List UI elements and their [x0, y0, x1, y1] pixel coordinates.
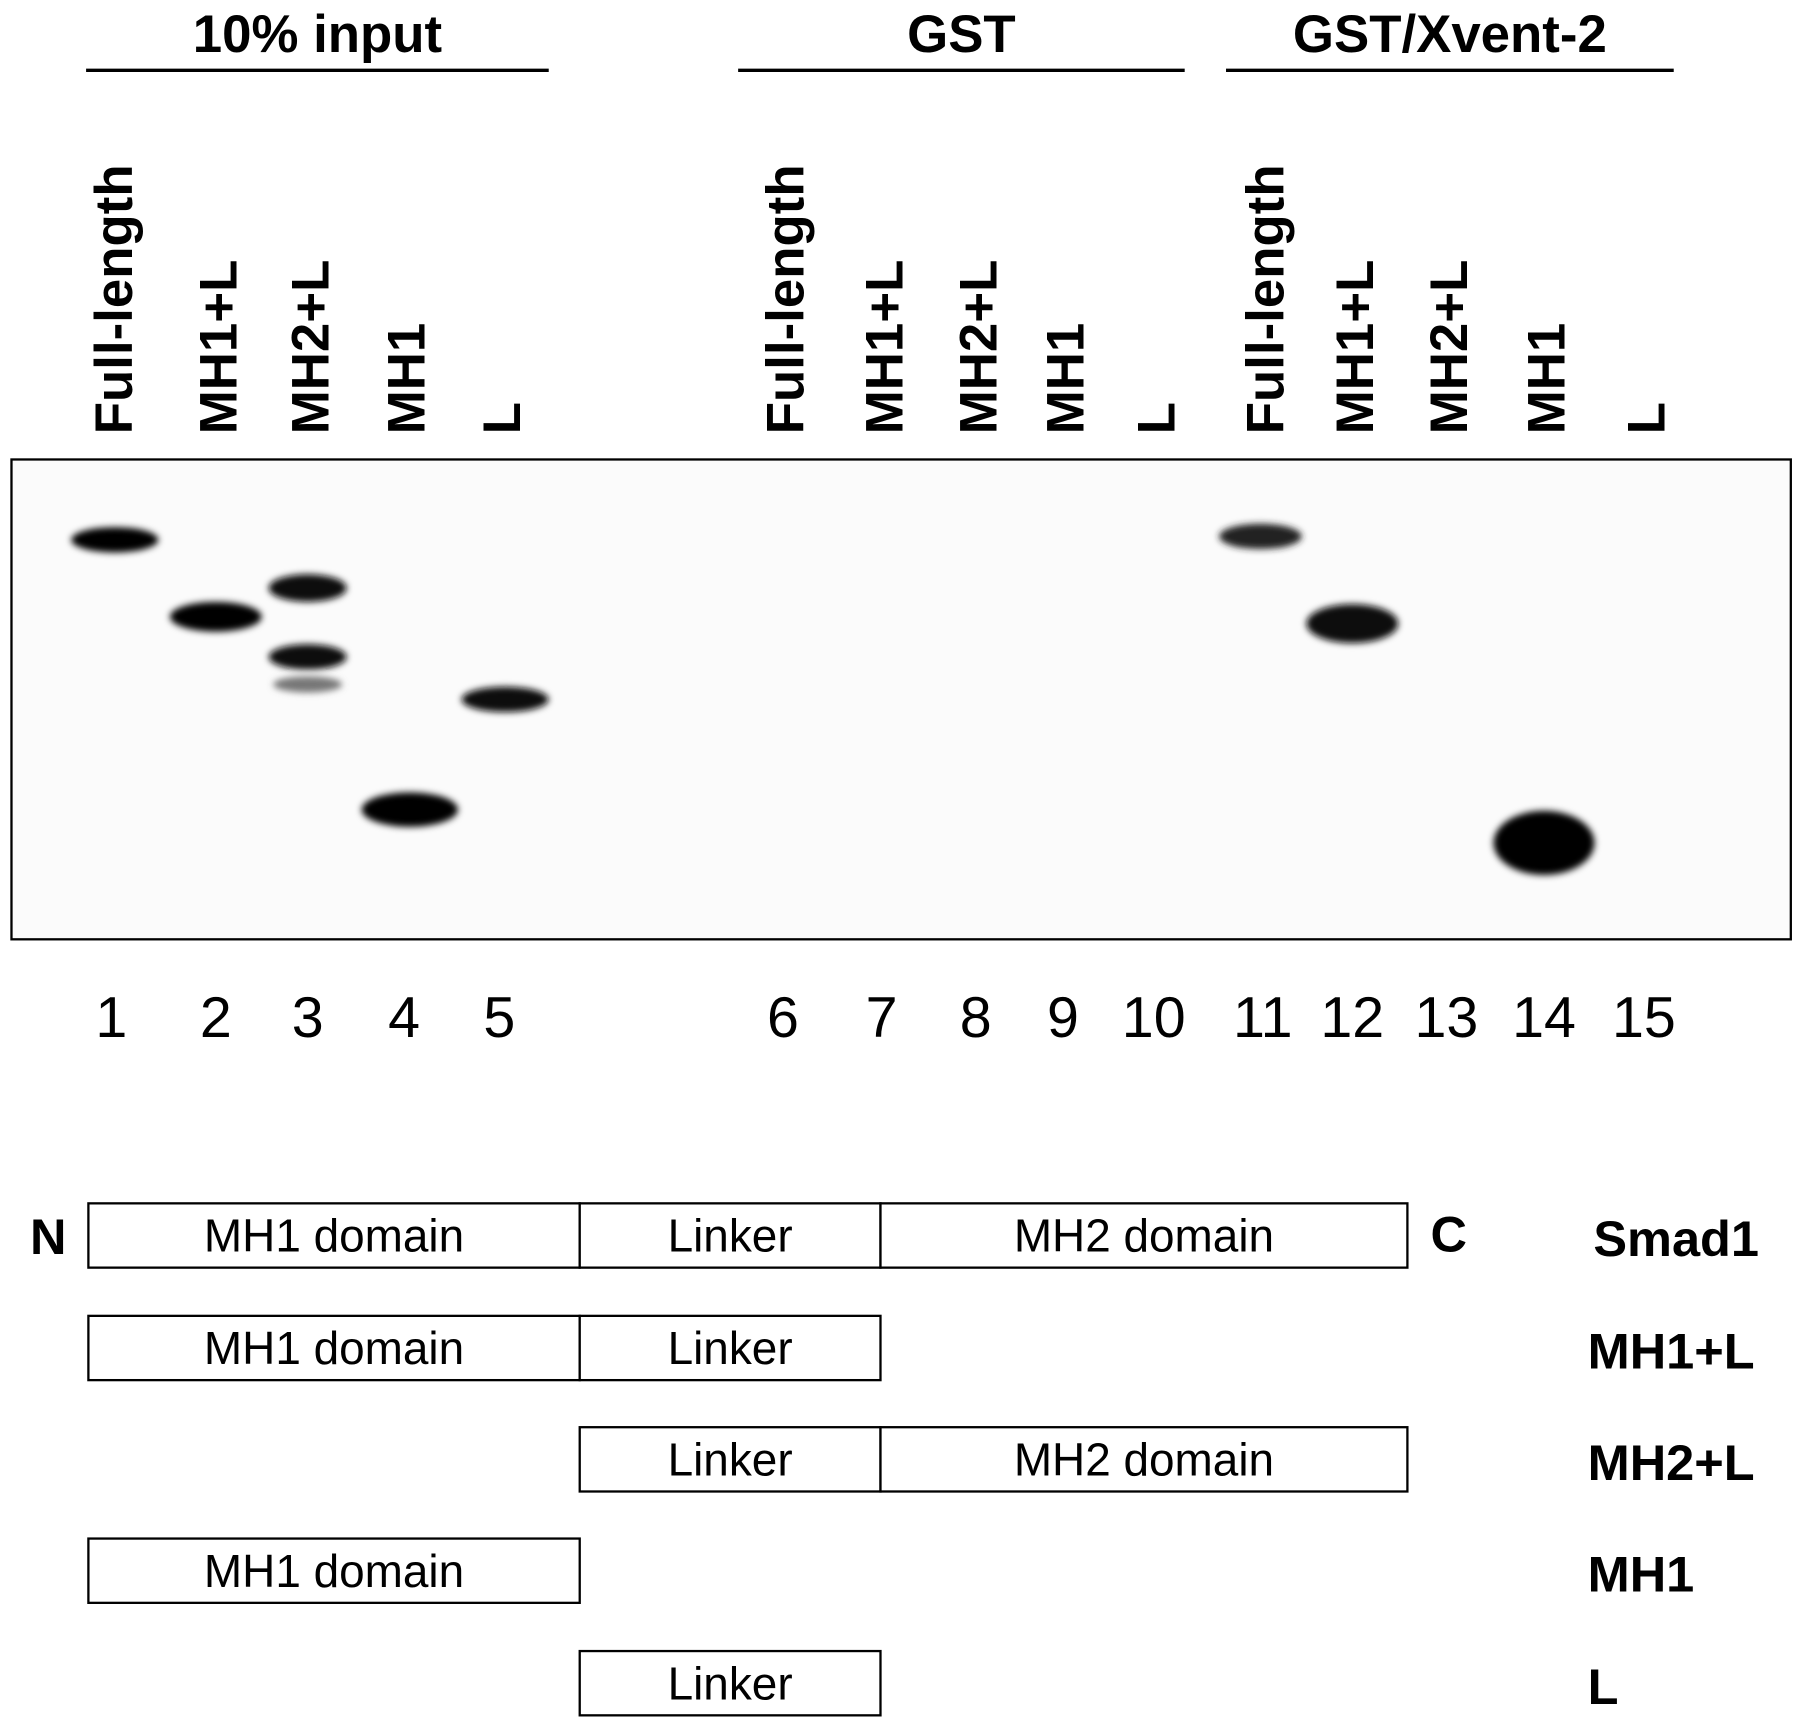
- lane-number: 5: [483, 986, 515, 1050]
- lane-number: 14: [1512, 986, 1576, 1050]
- lane-number: 12: [1320, 986, 1384, 1050]
- lane-label: Full-length: [757, 164, 816, 434]
- construct-diagram: N C MH1 domain Linker MH2 domain Smad1 MH1 d…: [30, 1202, 1759, 1717]
- lane-label: MH1+L: [855, 260, 914, 435]
- construct-name: MH1+L: [1588, 1323, 1755, 1380]
- n-terminus: N: [30, 1208, 66, 1265]
- lane-label: MH1: [378, 323, 437, 434]
- domain-label: MH1 domain: [204, 1210, 464, 1262]
- band: [461, 686, 549, 713]
- c-terminus: C: [1430, 1206, 1466, 1263]
- construct-name: MH2+L: [1588, 1434, 1755, 1491]
- lane-label: MH2+L: [949, 260, 1008, 435]
- bands: [71, 523, 1595, 876]
- lane-label: Full-length: [85, 164, 144, 434]
- domain-label: MH2 domain: [1014, 1210, 1274, 1262]
- lane-number: 7: [866, 986, 898, 1050]
- construct-name: Smad1: [1593, 1210, 1759, 1267]
- lane-label: MH1+L: [189, 260, 248, 435]
- lane-number: 3: [292, 986, 324, 1050]
- lane-number: 9: [1047, 986, 1079, 1050]
- band: [71, 527, 159, 553]
- lane-label: L: [473, 402, 532, 434]
- lane-label: MH2+L: [281, 260, 340, 435]
- lane-number: 6: [767, 986, 799, 1050]
- band: [273, 676, 343, 693]
- lane-number: 2: [200, 986, 232, 1050]
- lane-number: 11: [1233, 986, 1293, 1050]
- lane-number: 1: [95, 986, 127, 1050]
- domain-label: Linker: [668, 1322, 793, 1374]
- lane-label: MH1+L: [1326, 260, 1385, 435]
- domain-box: [578, 1649, 882, 1717]
- lane-number: 13: [1415, 986, 1479, 1050]
- band: [268, 644, 347, 670]
- domain-label: Linker: [668, 1433, 793, 1485]
- domain-label: Linker: [668, 1657, 793, 1709]
- construct-name: MH1: [1588, 1545, 1695, 1602]
- group-title: GST/Xvent-2: [1293, 5, 1607, 64]
- lane-number: 10: [1122, 986, 1186, 1050]
- domain-box: [87, 1537, 581, 1604]
- group-title: GST: [907, 5, 1016, 64]
- domain-box: [879, 1202, 1409, 1269]
- lane-label: MH1: [1037, 323, 1096, 434]
- domain-label: MH2 domain: [1014, 1433, 1274, 1485]
- domain-box: [578, 1314, 882, 1382]
- gel-labels: 10% input Full-length 1 MH1+L 2 MH2+L 3 MH1 4 L 5 G…: [85, 5, 1677, 1050]
- lane-number: 4: [388, 986, 420, 1050]
- domain-box: [87, 1314, 581, 1382]
- domain-label: MH1 domain: [204, 1322, 464, 1374]
- domain-box: [879, 1426, 1409, 1493]
- lane-label: Full-length: [1236, 164, 1295, 434]
- domain-box: [87, 1202, 581, 1269]
- domain-label: MH1 domain: [204, 1545, 464, 1597]
- lane-label: MH2+L: [1420, 260, 1479, 435]
- lane-number: 15: [1612, 986, 1676, 1050]
- band: [169, 601, 262, 632]
- band: [361, 792, 459, 827]
- gel: [10, 458, 1792, 941]
- domain-box: [578, 1426, 882, 1493]
- lane-label: MH1: [1518, 323, 1577, 434]
- band: [1219, 523, 1302, 550]
- lane-number: 8: [960, 986, 992, 1050]
- domain-box: [578, 1202, 882, 1269]
- band: [268, 574, 347, 602]
- band: [1493, 810, 1595, 876]
- construct-name: L: [1588, 1658, 1619, 1715]
- domain-label: Linker: [668, 1210, 793, 1262]
- lane-label: L: [1618, 402, 1677, 434]
- lane-label: L: [1127, 402, 1186, 434]
- group-title: 10% input: [193, 5, 442, 64]
- band: [1306, 604, 1399, 644]
